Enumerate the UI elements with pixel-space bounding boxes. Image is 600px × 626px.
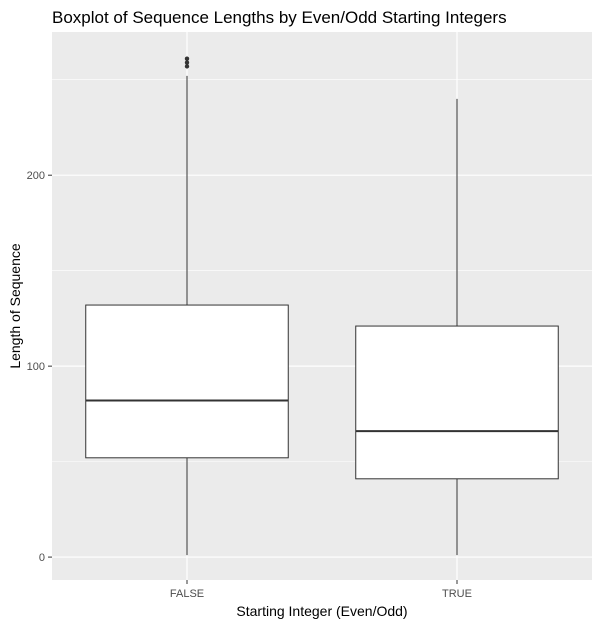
y-axis-title: Length of Sequence	[7, 243, 23, 369]
y-tick-label: 100	[27, 361, 45, 373]
x-axis-title: Starting Integer (Even/Odd)	[236, 603, 407, 619]
outlier-point	[184, 64, 190, 69]
boxes	[85, 56, 559, 556]
x-tick-label: FALSE	[170, 588, 204, 600]
x-tick-label: TRUE	[442, 588, 472, 600]
y-tick-label: 200	[27, 170, 45, 182]
outlier-point	[184, 56, 190, 61]
box-iqr	[355, 325, 559, 480]
y-tick-label: 0	[39, 552, 45, 564]
box-iqr	[85, 304, 289, 459]
axes: 0 100 200 FALSE TRUE	[27, 170, 472, 600]
outlier-point	[184, 60, 190, 65]
chart-title: Boxplot of Sequence Lengths by Even/Odd …	[52, 8, 507, 27]
